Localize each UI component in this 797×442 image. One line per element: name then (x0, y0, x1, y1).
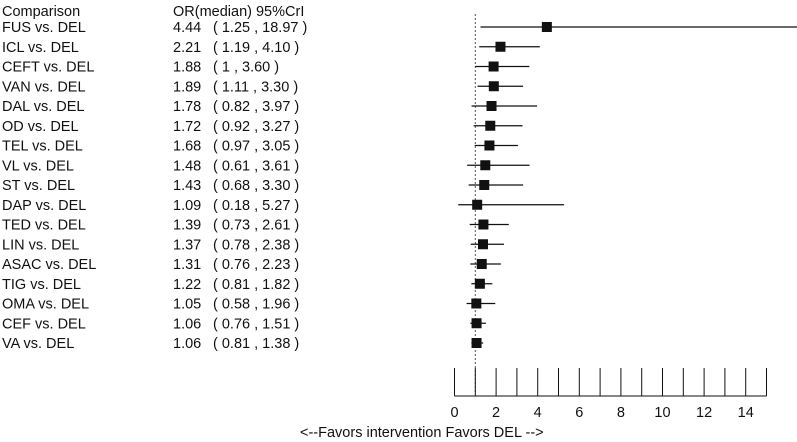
header-comparison: Comparison (2, 4, 80, 20)
row-or-value: 1.39 (173, 218, 201, 234)
x-tick-label: 2 (492, 405, 500, 421)
row-label: ST vs. DEL (2, 178, 75, 194)
row-ci-text: ( 0.61 , 3.61 ) (213, 158, 299, 174)
forest-row: FUS vs. DEL 4.44 ( 1.25 , 18.97 ) (2, 20, 797, 36)
x-axis-caption: <--Favors intervention Favors DEL --> (300, 425, 544, 441)
or-marker (480, 160, 491, 171)
x-tick-label: 8 (617, 405, 625, 421)
or-marker (486, 101, 497, 111)
or-marker (541, 22, 552, 32)
rows-layer: FUS vs. DEL 4.44 ( 1.25 , 18.97 ) ICL vs. D… (2, 14, 797, 392)
row-ci-text: ( 0.92 , 3.27 ) (213, 119, 299, 135)
row-or-value: 1.09 (173, 198, 201, 214)
row-or-value: 1.05 (173, 297, 201, 313)
or-marker (477, 239, 488, 250)
header-estimate: OR(median) 95%CrI (173, 4, 304, 20)
row-or-value: 1.06 (173, 316, 201, 332)
forest-row: VA vs. DEL 1.06 ( 0.81 , 1.38 ) (2, 336, 484, 352)
row-label: VA vs. DEL (2, 336, 74, 352)
row-or-value: 1.88 (173, 60, 201, 76)
forest-row: CEF vs. DEL 1.06 ( 0.76 , 1.51 ) (2, 316, 486, 332)
row-or-value: 1.72 (173, 119, 201, 135)
forest-row: ASAC vs. DEL 1.31 ( 0.76 , 2.23 ) (2, 257, 501, 273)
row-label: DAP vs. DEL (2, 198, 86, 214)
row-ci-text: ( 0.76 , 1.51 ) (213, 316, 299, 332)
row-ci-text: ( 0.97 , 3.05 ) (213, 139, 299, 155)
or-marker (488, 61, 499, 72)
row-label: LIN vs. DEL (2, 237, 79, 253)
row-or-value: 1.31 (173, 257, 201, 273)
row-ci-text: ( 0.81 , 1.38 ) (213, 336, 299, 352)
row-ci-text: ( 0.78 , 2.38 ) (213, 237, 299, 253)
forest-row: ST vs. DEL 1.43 ( 0.68 , 3.30 ) (2, 178, 524, 194)
or-marker (488, 81, 499, 92)
row-label: CEF vs. DEL (2, 316, 86, 332)
row-label: FUS vs. DEL (2, 20, 86, 36)
row-label: OMA vs. DEL (2, 297, 89, 313)
row-or-value: 2.21 (173, 40, 201, 56)
or-marker (474, 278, 485, 289)
forest-row: CEFT vs. DEL 1.88 ( 1 , 3.60 ) (2, 60, 530, 76)
row-ci-text: ( 0.76 , 2.23 ) (213, 257, 299, 273)
forest-row: LIN vs. DEL 1.37 ( 0.78 , 2.38 ) (2, 237, 505, 253)
row-ci-text: ( 0.82 , 3.97 ) (213, 99, 299, 115)
row-or-value: 1.37 (173, 237, 201, 253)
forest-row: TED vs. DEL 1.39 ( 0.73 , 2.61 ) (2, 218, 509, 234)
or-marker (485, 120, 496, 131)
row-ci-text: ( 0.73 , 2.61 ) (213, 218, 299, 234)
x-tick-label: 14 (738, 405, 754, 421)
row-or-value: 1.89 (173, 79, 201, 95)
forest-row: VL vs. DEL 1.48 ( 0.61 , 3.61 ) (2, 158, 530, 174)
row-or-value: 4.44 (173, 20, 201, 36)
or-marker (471, 298, 482, 309)
forest-row: TIG vs. DEL 1.22 ( 0.81 , 1.82 ) (2, 277, 493, 293)
row-label: ICL vs. DEL (2, 40, 79, 56)
row-or-value: 1.22 (173, 277, 201, 293)
row-label: VAN vs. DEL (2, 79, 86, 95)
or-marker (476, 259, 487, 269)
row-or-value: 1.68 (173, 139, 201, 155)
forest-row: VAN vs. DEL 1.89 ( 1.11 , 3.30 ) (2, 79, 524, 95)
forest-row: ICL vs. DEL 2.21 ( 1.19 , 4.10 ) (2, 40, 540, 56)
row-ci-text: ( 1.11 , 3.30 ) (213, 79, 298, 95)
row-ci-text: ( 1 , 3.60 ) (213, 60, 279, 76)
forest-row: DAP vs. DEL 1.09 ( 0.18 , 5.27 ) (2, 198, 565, 214)
forest-row: TEL vs. DEL 1.68 ( 0.97 , 3.05 ) (2, 139, 518, 155)
or-marker (479, 180, 490, 190)
row-label: CEFT vs. DEL (2, 60, 94, 76)
forest-row: OMA vs. DEL 1.05 ( 0.58 , 1.96 ) (2, 297, 496, 313)
x-tick-label: 10 (654, 405, 670, 421)
row-label: DAL vs. DEL (2, 99, 84, 115)
row-ci-text: ( 0.68 , 3.30 ) (213, 178, 299, 194)
row-or-value: 1.78 (173, 99, 201, 115)
row-ci-text: ( 1.25 , 18.97 ) (213, 20, 307, 36)
or-marker (478, 219, 489, 230)
row-label: OD vs. DEL (2, 119, 79, 135)
or-marker (472, 199, 483, 210)
row-ci-text: ( 0.81 , 1.82 ) (213, 277, 299, 293)
or-marker (471, 318, 482, 329)
row-or-value: 1.43 (173, 178, 201, 194)
row-label: VL vs. DEL (2, 158, 74, 174)
row-ci-text: ( 0.58 , 1.96 ) (213, 297, 299, 313)
row-or-value: 1.06 (173, 336, 201, 352)
x-tick-label: 4 (534, 405, 542, 421)
row-label: ASAC vs. DEL (2, 257, 96, 273)
forest-row: DAL vs. DEL 1.78 ( 0.82 , 3.97 ) (2, 99, 538, 115)
or-marker (471, 338, 482, 348)
or-marker (484, 140, 495, 151)
forest-row: OD vs. DEL 1.72 ( 0.92 , 3.27 ) (2, 119, 523, 135)
row-label: TED vs. DEL (2, 218, 86, 234)
or-marker (495, 41, 506, 52)
x-tick-label: 6 (575, 405, 583, 421)
row-ci-text: ( 1.19 , 4.10 ) (213, 40, 299, 56)
row-label: TIG vs. DEL (2, 277, 81, 293)
row-label: TEL vs. DEL (2, 139, 83, 155)
x-tick-label: 0 (450, 405, 458, 421)
row-or-value: 1.48 (173, 158, 201, 174)
row-ci-text: ( 0.18 , 5.27 ) (213, 198, 299, 214)
x-axis: 0 2 4 6 8 10 12 14 (450, 368, 767, 421)
x-tick-label: 12 (696, 405, 712, 421)
